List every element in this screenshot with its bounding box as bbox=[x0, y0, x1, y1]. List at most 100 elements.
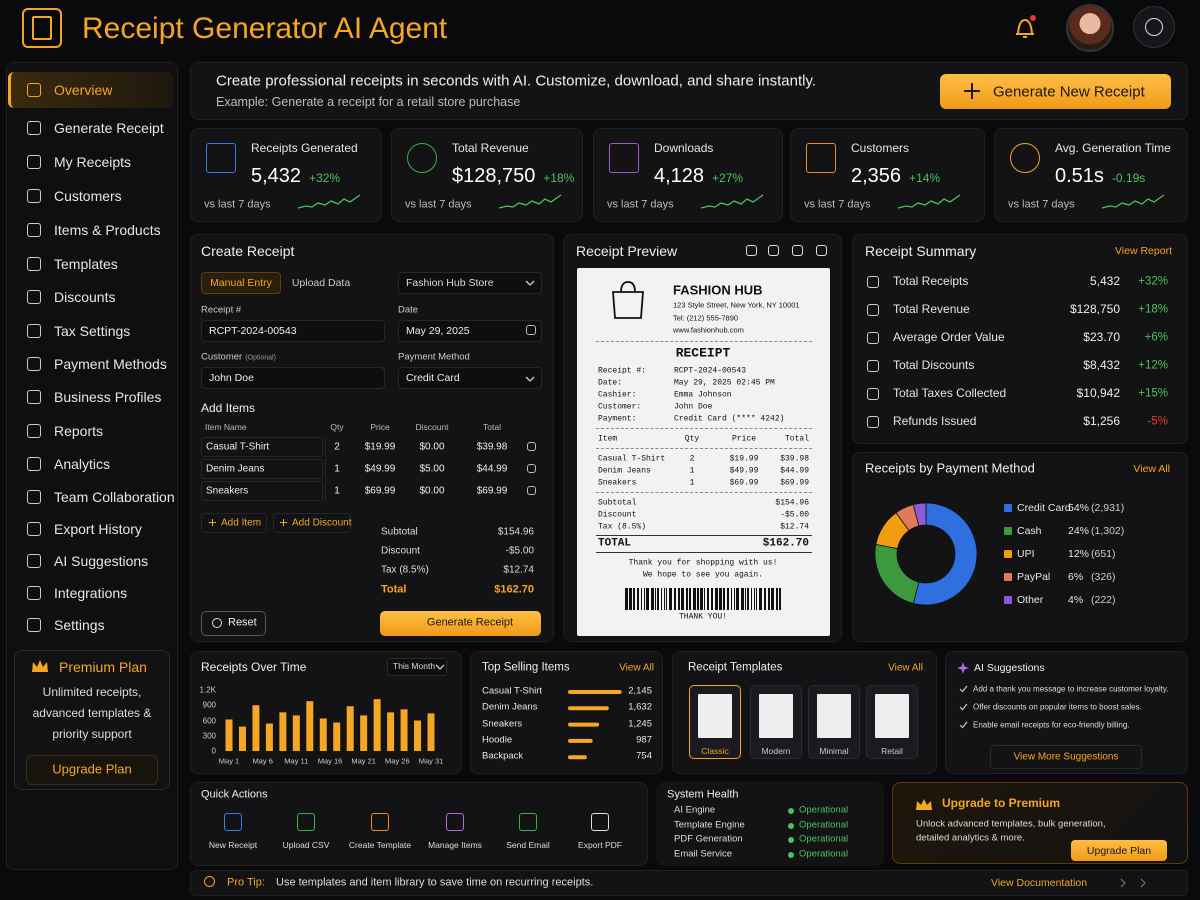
quick-action[interactable]: Create Template bbox=[348, 840, 412, 851]
nav-item[interactable]: Team Collaboration bbox=[54, 488, 175, 505]
check bbox=[959, 703, 968, 711]
receipt-cell: Casual T-Shirt bbox=[598, 454, 666, 464]
summary-label: Total Discounts bbox=[893, 358, 975, 373]
team-button[interactable] bbox=[1133, 6, 1175, 48]
nav-item[interactable]: Reports bbox=[54, 422, 104, 439]
banner-example: Example: Generate a receipt for a retail… bbox=[216, 94, 521, 109]
reset-button[interactable] bbox=[201, 611, 266, 636]
top-items-panel bbox=[470, 651, 663, 774]
barcode-bar bbox=[689, 588, 691, 610]
tab[interactable]: Manual Entry bbox=[210, 276, 272, 289]
barcode-bar bbox=[646, 588, 649, 610]
receipt-rule bbox=[596, 552, 812, 553]
barcode-bar bbox=[747, 588, 749, 610]
input[interactable] bbox=[398, 367, 542, 389]
icon bbox=[27, 155, 41, 169]
icon bbox=[867, 388, 879, 400]
barcode-bar bbox=[751, 588, 752, 610]
quick-action[interactable]: Send Email bbox=[506, 840, 550, 851]
upgrade-button[interactable] bbox=[1071, 840, 1167, 861]
nav-item[interactable]: Overview bbox=[54, 81, 113, 98]
logo-inner bbox=[32, 16, 52, 40]
summary-label: Total Taxes Collected bbox=[893, 386, 1007, 401]
tip-text: Use templates and item library to save t… bbox=[276, 876, 594, 889]
item-cell: $49.99 bbox=[364, 463, 396, 475]
chevron-right bbox=[1120, 878, 1126, 888]
legend-label: UPI bbox=[1017, 547, 1035, 560]
bar bbox=[292, 715, 300, 751]
receipt-sum-label: Subtotal bbox=[598, 498, 637, 508]
range-select[interactable] bbox=[387, 658, 447, 676]
nav-item[interactable]: Tax Settings bbox=[54, 322, 131, 339]
nav-item[interactable]: Analytics bbox=[54, 455, 111, 472]
receipt-total-label: TOTAL bbox=[598, 537, 632, 550]
input[interactable] bbox=[398, 272, 542, 294]
quick-action[interactable]: Manage Items bbox=[428, 840, 482, 851]
item-cell: $0.00 bbox=[419, 441, 445, 453]
nav-item[interactable]: Business Profiles bbox=[54, 388, 162, 405]
nav-item[interactable]: Templates bbox=[54, 255, 118, 272]
add-plus: Add Item bbox=[221, 517, 262, 529]
icon bbox=[27, 490, 41, 504]
check-icon bbox=[959, 685, 968, 693]
receipt-sum-value: $12.74 bbox=[780, 522, 809, 532]
nav-item[interactable]: Export History bbox=[54, 520, 142, 537]
add-discount-button[interactable] bbox=[273, 513, 351, 533]
icon bbox=[527, 464, 536, 473]
spark bbox=[957, 662, 969, 674]
premium-title: Premium Plan bbox=[59, 658, 147, 675]
field-value: Credit Card bbox=[406, 371, 460, 384]
legend-count: (651) bbox=[1091, 547, 1116, 560]
donut-segment bbox=[912, 502, 927, 527]
field-label: Customer (Optional) bbox=[201, 352, 276, 364]
tab-active[interactable] bbox=[201, 272, 281, 294]
chevron-right bbox=[1140, 878, 1146, 888]
receipt-cell: Denim Jeans bbox=[598, 466, 651, 476]
input[interactable] bbox=[398, 320, 542, 342]
icon bbox=[206, 143, 236, 173]
nav-item[interactable]: Payment Methods bbox=[54, 355, 167, 372]
nav-item[interactable]: Items & Products bbox=[54, 221, 161, 238]
receipt-meta-label: Receipt #: bbox=[598, 366, 647, 376]
premium-button-label: Upgrade Plan bbox=[52, 761, 132, 777]
tab[interactable]: Upload Data bbox=[291, 276, 351, 289]
input[interactable] bbox=[201, 320, 385, 342]
field-value: May 29, 2025 bbox=[406, 324, 470, 337]
nav-item[interactable]: Discounts bbox=[54, 288, 116, 305]
tip-link[interactable]: View Documentation bbox=[991, 876, 1088, 889]
quick-action[interactable]: Export PDF bbox=[578, 840, 622, 851]
receipt-cell: 1 bbox=[689, 478, 695, 488]
stat-value-row: 5,432 +32% bbox=[251, 165, 340, 188]
receipt-rule bbox=[596, 492, 812, 493]
receipt-meta-value: Credit Card (**** 4242) bbox=[674, 414, 785, 424]
nav-item[interactable]: Integrations bbox=[54, 584, 128, 601]
ai-button[interactable] bbox=[990, 745, 1142, 769]
quick-action[interactable]: Upload CSV bbox=[282, 840, 330, 851]
panel-link[interactable]: View All bbox=[619, 662, 654, 674]
field-value: RCPT-2024-00543 bbox=[209, 324, 297, 337]
nav-item[interactable]: My Receipts bbox=[54, 153, 132, 170]
quick-action[interactable]: New Receipt bbox=[208, 840, 258, 851]
icon bbox=[27, 522, 41, 536]
panel-link[interactable]: View Report bbox=[1114, 244, 1172, 257]
item-name: Denim Jeans bbox=[482, 701, 538, 713]
icon bbox=[867, 304, 879, 316]
item-value: 1,632 bbox=[628, 701, 652, 713]
generate-button[interactable] bbox=[380, 611, 541, 636]
nav-item[interactable]: Generate Receipt bbox=[54, 119, 164, 136]
add-item-button[interactable] bbox=[201, 513, 267, 533]
avatar[interactable] bbox=[1066, 4, 1114, 52]
total-label: Subtotal bbox=[381, 526, 418, 538]
template-name: Modern bbox=[761, 746, 791, 757]
nav-item[interactable]: Settings bbox=[54, 616, 105, 633]
panel-link[interactable]: View All bbox=[1133, 462, 1170, 475]
input[interactable] bbox=[201, 367, 385, 389]
summary-change: +18% bbox=[1138, 303, 1168, 316]
field-label: Payment Method bbox=[398, 351, 470, 363]
icon bbox=[27, 324, 41, 338]
premium-button[interactable] bbox=[26, 755, 158, 785]
nav-item[interactable]: Customers bbox=[54, 187, 122, 204]
nav-item[interactable]: AI Suggestions bbox=[54, 552, 149, 569]
panel-link[interactable]: View All bbox=[888, 662, 923, 674]
column-header: Discount bbox=[415, 422, 449, 433]
